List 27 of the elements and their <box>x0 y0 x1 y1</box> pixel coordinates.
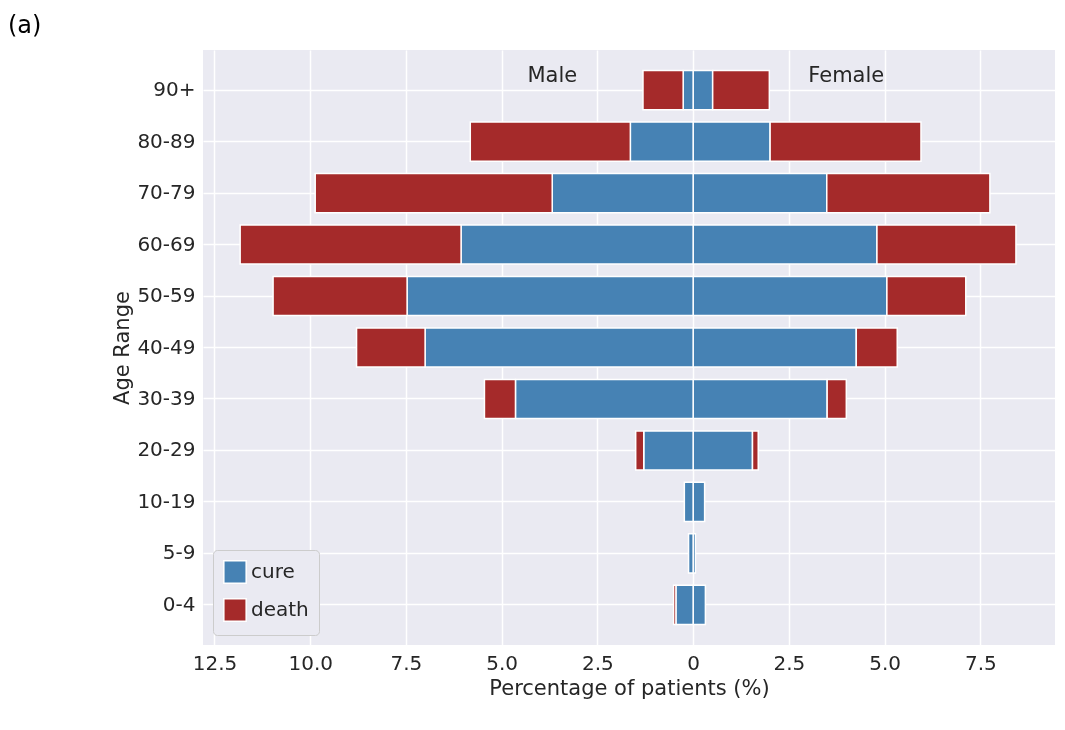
y-tick-label: 70-79 <box>137 180 196 205</box>
x-axis-title: Percentage of patients (%) <box>489 675 770 700</box>
x-tick-label: 5.0 <box>486 650 519 675</box>
x-tick-label: 7.5 <box>964 650 997 675</box>
y-tick-label: 30-39 <box>137 385 196 410</box>
y-tick-label: 60-69 <box>137 231 196 256</box>
chart-title: (a) <box>8 11 42 39</box>
y-tick-label: 5-9 <box>162 540 196 565</box>
x-tick-label: 10.0 <box>288 650 333 675</box>
y-tick-label: 50-59 <box>137 283 196 308</box>
y-tick-label: 40-49 <box>137 334 196 359</box>
y-axis-title: Age Range <box>110 291 135 405</box>
y-tick-label: 0-4 <box>162 591 196 616</box>
legend-label: cure <box>251 559 295 583</box>
y-tick-label: 10-19 <box>137 488 196 513</box>
x-tick-label: 2.5 <box>773 650 806 675</box>
x-tick-label: 7.5 <box>390 650 423 675</box>
annotation: Female <box>808 63 885 87</box>
y-tick-label: 80-89 <box>137 128 196 153</box>
x-tick-label: 12.5 <box>192 650 238 675</box>
x-tick-label: 5.0 <box>869 650 902 675</box>
legend-label: death <box>251 597 309 621</box>
x-tick-label: 2.5 <box>582 650 614 675</box>
y-tick-label: 20-29 <box>137 437 196 462</box>
x-tick-label: 0 <box>687 650 701 675</box>
y-tick-label: 90+ <box>153 77 196 102</box>
annotation: Male <box>527 63 578 87</box>
